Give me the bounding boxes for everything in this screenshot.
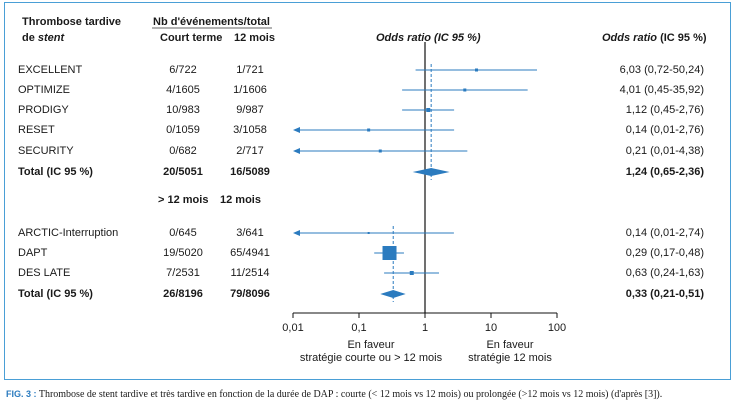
- study-title-prefix: de: [22, 32, 38, 44]
- row-count-b: 9/987: [236, 104, 264, 116]
- row-count-a: 19/5020: [163, 247, 203, 259]
- row-count-b: 65/4941: [230, 247, 270, 259]
- row-or-ci: 4,01 (0,45-35,92): [619, 84, 704, 96]
- row-study-name: DES LATE: [18, 267, 71, 279]
- caption-text: Thrombose de stent tardive et très tardi…: [36, 389, 663, 400]
- row-study-name: OPTIMIZE: [18, 84, 70, 96]
- row-study-name: SECURITY: [18, 145, 74, 157]
- favor-left-line1: En faveur: [347, 339, 395, 351]
- caption-label: FIG. 3 :: [6, 389, 37, 399]
- favor-right-line2: stratégie 12 mois: [468, 352, 552, 364]
- x-tick-label: 10: [484, 322, 498, 334]
- col-short-header: Court terme: [160, 32, 223, 44]
- point-estimate: [367, 128, 371, 132]
- row-count-b: 2/717: [236, 145, 264, 157]
- right-title-rest: (IC 95 %): [657, 32, 707, 44]
- x-tick-label: 1: [421, 322, 429, 334]
- ci-arrow: [293, 148, 300, 154]
- col-long-header: > 12 mois: [158, 194, 209, 206]
- point-estimate: [409, 271, 414, 275]
- row-count-b: 1/1606: [233, 84, 267, 96]
- x-tick-label: 0,01: [282, 322, 304, 334]
- x-tick-label: 0,1: [351, 322, 367, 334]
- favor-left-line2: stratégie courte ou > 12 mois: [299, 352, 443, 364]
- events-header: Nb d'événements/total: [153, 16, 270, 28]
- point-estimate: [382, 246, 397, 260]
- row-study-name: ARCTIC-Interruption: [18, 227, 119, 239]
- row-count-a: 0/1059: [166, 124, 200, 136]
- row-count-a: 4/1605: [166, 84, 200, 96]
- row-count-b: 11/2514: [230, 267, 270, 279]
- row-count-a: 10/983: [166, 104, 200, 116]
- ci-arrow: [293, 127, 300, 133]
- row-count-b: 1/721: [236, 64, 264, 76]
- right-title-italic: Odds ratio: [602, 32, 658, 44]
- point-estimate: [426, 108, 431, 112]
- row-or-ci: 1,12 (0,45-2,76): [625, 104, 704, 116]
- ci-arrow: [293, 230, 300, 236]
- favor-right-line1: En faveur: [486, 339, 534, 351]
- row-study-name: PRODIGY: [18, 104, 69, 116]
- row-count-a: 6/722: [169, 64, 197, 76]
- col-12b-header: 12 mois: [220, 194, 261, 206]
- row-study-name: Total (IC 95 %): [18, 166, 93, 178]
- row-count-a: 20/5051: [163, 166, 203, 178]
- study-title-italic: stent: [37, 32, 65, 44]
- row-study-name: RESET: [18, 124, 55, 136]
- row-or-ci: 0,14 (0,01-2,76): [625, 124, 704, 136]
- study-title-line1: Thrombose tardive: [22, 16, 122, 28]
- point-estimate: [475, 68, 479, 72]
- pooled-diamond: [380, 290, 406, 298]
- row-count-b: 16/5089: [230, 166, 270, 178]
- point-estimate: [367, 232, 370, 234]
- row-or-ci: 0,21 (0,01-4,38): [625, 145, 704, 157]
- row-count-a: 0/682: [169, 145, 197, 157]
- row-study-name: DAPT: [18, 247, 48, 259]
- figure-frame: [4, 2, 731, 380]
- row-count-b: 79/8096: [230, 288, 270, 300]
- figure-caption: FIG. 3 : Thrombose de stent tardive et t…: [6, 388, 730, 401]
- row-count-b: 3/641: [236, 227, 264, 239]
- plot-title: Odds ratio (IC 95 %): [376, 32, 481, 44]
- row-study-name: EXCELLENT: [18, 64, 83, 76]
- row-count-a: 26/8196: [163, 288, 203, 300]
- x-tick-label: 100: [547, 322, 567, 334]
- row-or-ci: 0,29 (0,17-0,48): [625, 247, 704, 259]
- row-study-name: Total (IC 95 %): [18, 288, 93, 300]
- col-12-header: 12 mois: [234, 32, 275, 44]
- row-or-ci: 0,14 (0,01-2,74): [625, 227, 704, 239]
- row-or-ci: 0,63 (0,24-1,63): [625, 267, 704, 279]
- row-count-a: 0/645: [169, 227, 197, 239]
- row-count-a: 7/2531: [166, 267, 200, 279]
- pooled-diamond: [412, 168, 450, 176]
- row-or-ci: 0,33 (0,21-0,51): [625, 288, 704, 300]
- point-estimate: [378, 149, 382, 153]
- row-or-ci: 1,24 (0,65-2,36): [625, 166, 704, 178]
- study-title-line2: de stent: [22, 32, 64, 44]
- point-estimate: [463, 88, 467, 92]
- row-or-ci: 6,03 (0,72-50,24): [619, 64, 704, 76]
- row-count-b: 3/1058: [233, 124, 267, 136]
- right-title: Odds ratio (IC 95 %): [602, 32, 707, 44]
